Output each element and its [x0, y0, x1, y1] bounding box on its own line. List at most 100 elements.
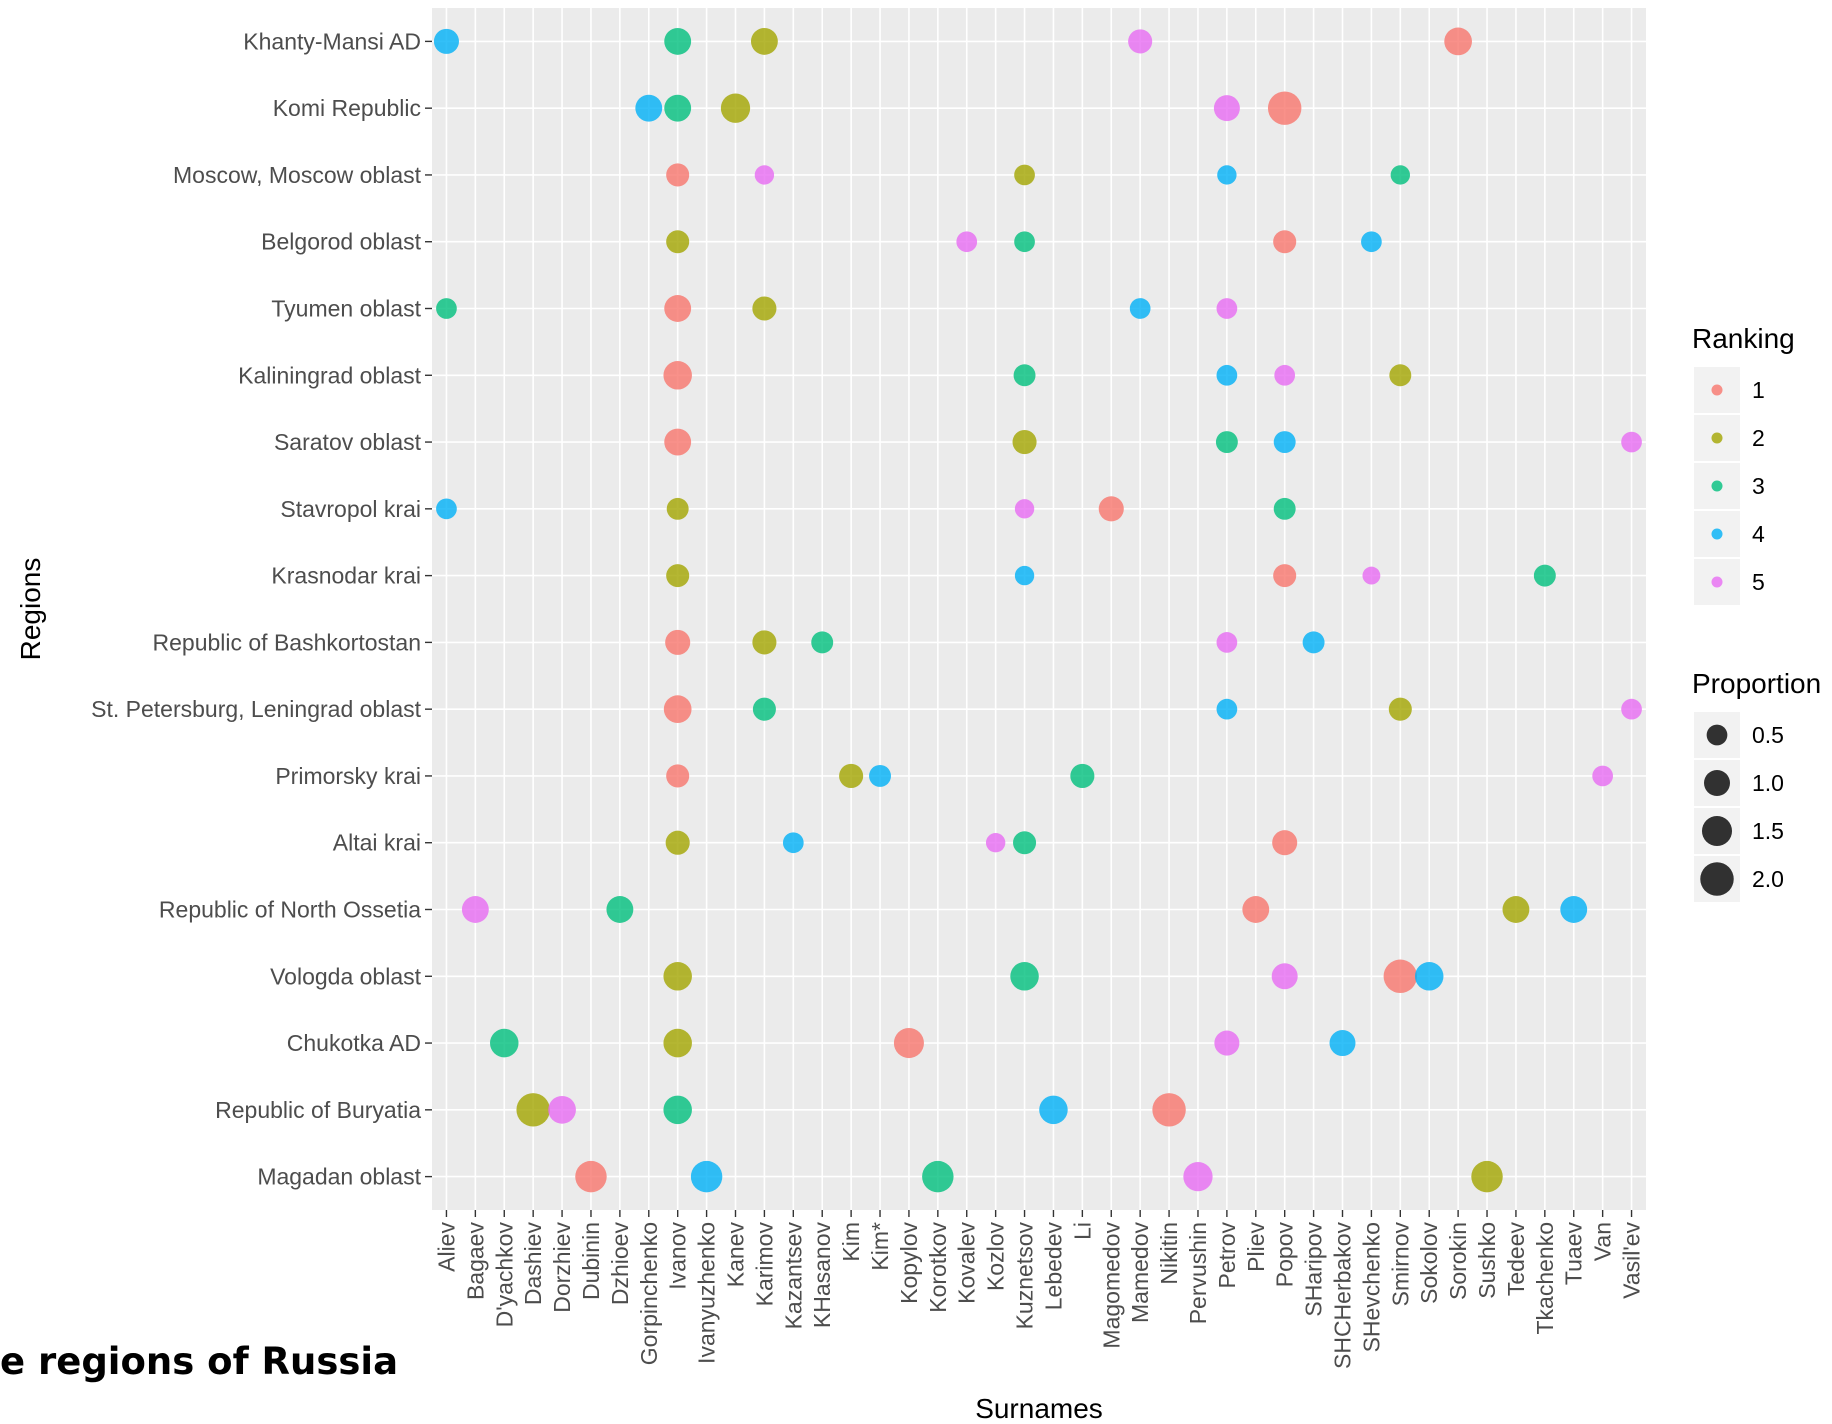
data-point: [548, 1095, 576, 1124]
data-point: [1012, 430, 1037, 455]
y-tick-label: Chukotka AD: [287, 1030, 421, 1056]
x-tick-label: Kanev: [723, 1222, 749, 1288]
data-point: [1010, 962, 1039, 991]
data-point: [635, 94, 663, 122]
data-point: [1215, 431, 1238, 454]
y-tick-label: Republic of Bashkortostan: [153, 629, 422, 655]
legend-proportion-dot: [1704, 770, 1730, 796]
data-point: [490, 1028, 519, 1058]
x-tick-label: Kovalev: [954, 1222, 980, 1304]
data-point: [752, 630, 777, 655]
x-axis: Aliev Bagaev D'yachkov Dashiev Dorzhiev Dubin…: [433, 1210, 1645, 1369]
data-point: [1471, 1160, 1503, 1193]
data-point: [1216, 632, 1238, 653]
data-point: [1214, 1030, 1240, 1056]
data-point: [1216, 298, 1238, 319]
data-point: [664, 428, 692, 456]
data-point: [666, 163, 690, 187]
data-point: [436, 298, 457, 319]
data-point: [665, 629, 691, 655]
legend-ranking-label: 5: [1752, 569, 1765, 595]
y-tick-label: Moscow, Moscow oblast: [173, 162, 422, 188]
data-point: [664, 27, 692, 55]
legend-ranking-label: 2: [1752, 425, 1765, 451]
x-tick-label: Sorokin: [1445, 1222, 1471, 1300]
data-point: [666, 497, 689, 520]
data-point: [1271, 963, 1298, 990]
data-point: [1013, 831, 1037, 855]
data-point: [1273, 564, 1297, 588]
data-point: [1390, 165, 1411, 185]
x-tick-label: Gorpinchenko: [636, 1222, 662, 1365]
data-point: [1014, 231, 1035, 253]
x-tick-label: Nikitin: [1156, 1222, 1182, 1285]
data-point: [1216, 364, 1238, 386]
y-tick-label: Krasnodar krai: [271, 563, 421, 589]
x-tick-label: Pervushin: [1185, 1222, 1211, 1324]
data-point: [436, 498, 457, 520]
x-tick-label: Karimov: [751, 1222, 777, 1307]
data-point: [1128, 29, 1153, 54]
legend-ranking-label: 1: [1752, 377, 1765, 403]
legend-ranking-dot: [1711, 384, 1723, 396]
data-point: [606, 896, 634, 923]
x-tick-label: Vasil'ev: [1619, 1222, 1645, 1299]
data-point: [663, 1095, 692, 1125]
data-point: [811, 631, 834, 654]
data-point: [1014, 164, 1035, 186]
data-point: [720, 93, 751, 123]
data-point: [666, 764, 690, 788]
data-point: [1273, 497, 1296, 520]
x-tick-label: Korotkov: [925, 1222, 951, 1313]
x-tick-label: Ivanyuzhenko: [694, 1222, 720, 1364]
data-point: [1621, 431, 1642, 453]
data-point: [665, 830, 690, 855]
plot-panel: [432, 8, 1646, 1210]
legend-proportion-title: Proportion: [1692, 668, 1821, 699]
data-point: [1183, 1161, 1213, 1192]
data-point: [1014, 565, 1035, 586]
x-tick-label: Dubinin: [578, 1222, 604, 1300]
y-tick-label: Saratov oblast: [274, 429, 422, 455]
data-point: [663, 361, 692, 390]
data-point: [893, 1028, 924, 1059]
x-tick-label: Kazantsev: [780, 1222, 806, 1330]
data-point: [433, 28, 459, 54]
y-tick-label: Altai krai: [333, 830, 421, 856]
legend-proportion-label: 1.0: [1752, 770, 1784, 796]
data-point: [1302, 631, 1325, 654]
data-point: [1242, 896, 1270, 923]
y-tick-label: Komi Republic: [273, 95, 421, 121]
y-tick-label: Republic of Buryatia: [215, 1097, 421, 1123]
data-point: [1621, 698, 1642, 720]
x-tick-label: Popov: [1272, 1222, 1298, 1288]
data-point: [1267, 91, 1302, 125]
data-point: [1273, 431, 1296, 454]
data-point: [985, 833, 1006, 853]
x-tick-label: Magomedov: [1098, 1222, 1124, 1349]
x-tick-label: Van: [1590, 1222, 1616, 1261]
data-point: [782, 832, 804, 854]
data-point: [1560, 896, 1588, 923]
x-tick-label: Kopylov: [896, 1222, 922, 1304]
x-tick-label: Dzhioev: [607, 1222, 633, 1306]
data-point: [1213, 95, 1240, 122]
y-tick-label: Kaliningrad oblast: [238, 362, 421, 388]
data-point: [1414, 962, 1444, 991]
data-point: [663, 1028, 692, 1058]
data-point: [1383, 959, 1418, 994]
data-point: [869, 764, 891, 787]
x-tick-label: Bagaev: [462, 1222, 488, 1301]
y-tick-label: Vologda oblast: [270, 963, 422, 989]
x-tick-label: Tkachenko: [1532, 1222, 1558, 1335]
legend-ranking-label: 3: [1752, 473, 1765, 499]
legend-proportion-label: 1.5: [1752, 818, 1784, 844]
x-tick-label: Kozlov: [983, 1222, 1009, 1292]
data-point: [1592, 765, 1614, 787]
data-point: [575, 1160, 607, 1193]
data-point: [1533, 564, 1556, 587]
x-tick-label: Sokolov: [1416, 1222, 1442, 1304]
y-tick-label: Stavropol krai: [280, 496, 421, 522]
x-tick-label: KHasanov: [809, 1222, 835, 1329]
